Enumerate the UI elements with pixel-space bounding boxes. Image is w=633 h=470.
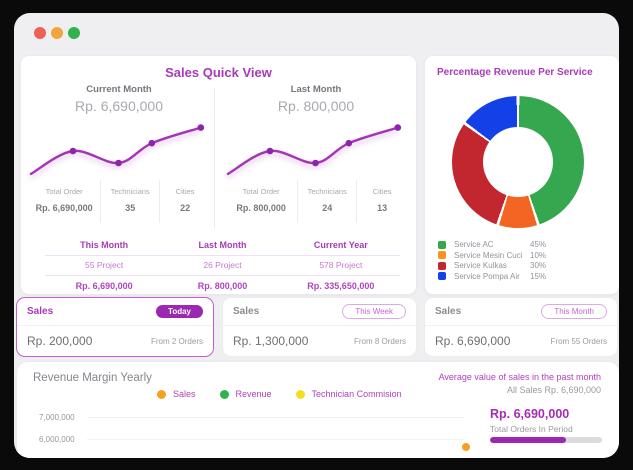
y-axis-tick: 6,000,000 [39,435,75,444]
sales-card-this-month[interactable]: Sales This Month Rp. 6,690,000 From 55 O… [424,297,618,357]
chart-legend: Sales Revenue Technician Commision [157,389,402,399]
legend-swatch [438,261,446,270]
card-title: Sales [27,306,54,317]
period-label: Last Month [290,84,342,95]
card-header: Sales This Month [425,298,617,326]
card-orders: From 8 Orders [353,336,406,346]
orders-progress-fill [490,437,567,443]
card-header: Sales This Week [223,298,416,326]
revenue-per-service-panel: Percentage Revenue Per Service Service A… [424,55,619,295]
panel-title: Sales Quick View [165,65,272,80]
period-amount: Rp. 6,690,000 [75,98,163,114]
summary-projects-row: 55 Project 26 Project 578 Project [45,256,400,276]
legend-dot [157,389,166,399]
legend-dot [219,389,229,399]
sales-data-point [462,443,470,451]
sales-card-today[interactable]: Sales Today Rp. 200,000 From 2 Orders [16,297,214,357]
stat-total-order: Total Order Rp. 800,000 [236,187,286,213]
legend-swatch [438,272,446,280]
orders-progress-bar [490,437,602,443]
donut-legend: Service AC 45% Service Mesin Cuci 10% Se… [438,240,611,282]
legend-item-service-mesin-cuci: Service Mesin Cuci 10% [438,251,611,260]
card-amount: Rp. 1,300,000 [233,334,309,348]
stat-technicians: Technicians 35 [100,180,159,223]
card-amount: Rp. 6,690,000 [435,334,511,348]
legend-item-technician-commision: Technician Commision [295,389,402,399]
period-stats: Total Order Rp. 6,690,000 Technicians 35… [28,180,210,223]
card-title: Sales [233,306,260,317]
legend-item-service-pompa-air: Service Pompa Air 15% [438,272,611,281]
card-body: Rp. 6,690,000 From 55 Orders [425,326,617,356]
card-amount: Rp. 200,000 [27,334,93,348]
close-button[interactable] [34,27,46,39]
minimize-button[interactable] [51,27,63,39]
legend-item-sales: Sales [157,389,196,399]
card-title: Sales [435,306,462,317]
legend-dot [295,389,305,399]
stat-technicians: Technicians 24 [297,180,356,223]
last-month-sparkline-chart [226,124,402,176]
stat-cities: Cities 22 [159,180,210,223]
y-axis-tick: 7,000,000 [39,413,75,422]
summary-amounts-row: Rp. 6,690,000 Rp. 800,000 Rp. 335,650,00… [75,281,375,291]
card-body: Rp. 200,000 From 2 Orders [17,326,213,356]
card-body: Rp. 1,300,000 From 8 Orders [223,326,416,356]
stat-total-order: Total Order Rp. 6,690,000 [35,187,93,213]
revenue-margin-panel: Revenue Margin Yearly Sales Revenue Tech… [16,361,619,458]
window-titlebar [14,13,619,53]
sales-quick-view-panel: Sales Quick View Current Month Rp. 6,690… [20,55,417,295]
legend-swatch [438,240,446,249]
card-header: Sales Today [17,298,213,326]
stat-cities: Cities 13 [356,180,407,223]
period-amount: Rp. 800,000 [277,98,355,114]
all-sales-value: All Sales Rp. 6,690,000 [506,385,601,395]
total-orders-label: Total Orders In Period [490,424,573,434]
gridline-7m [87,417,465,418]
current-month-column: Current Month Rp. 6,690,000 Total Order … [26,84,212,234]
average-sales-note: Average value of sales in the past month [438,372,601,382]
summary-header-row: This Month Last Month Current Year [45,237,400,256]
period-label: Current Month [86,84,152,95]
legend-item-revenue: Revenue [219,389,272,399]
legend-item-service-kulkas: Service Kulkas 30% [438,261,611,270]
zoom-button[interactable] [68,27,80,39]
last-month-column: Last Month Rp. 800,000 Total Order Rp. 8… [223,84,409,234]
legend-item-service-ac: Service AC 45% [438,240,611,249]
total-sales-amount: Rp. 6,690,000 [490,407,570,421]
gridline-6m [87,439,465,440]
card-orders: From 2 Orders [150,336,203,346]
sales-card-this-week[interactable]: Sales This Week Rp. 1,300,000 From 8 Ord… [222,297,417,357]
app-window: Sales Quick View Current Month Rp. 6,690… [14,13,619,458]
donut-chart [452,96,584,228]
panel-title: Percentage Revenue Per Service [437,67,593,78]
column-divider [214,88,215,228]
panel-title: Revenue Margin Yearly [33,372,152,384]
today-badge[interactable]: Today [156,305,203,318]
this-week-badge[interactable]: This Week [342,304,406,319]
summary-table: This Month Last Month Current Year 55 Pr… [45,237,400,296]
current-month-sparkline-chart [29,124,205,176]
period-stats: Total Order Rp. 800,000 Technicians 24 C… [225,180,407,223]
legend-swatch [438,251,446,259]
this-month-badge[interactable]: This Month [541,304,607,319]
card-orders: From 55 Orders [550,336,607,346]
